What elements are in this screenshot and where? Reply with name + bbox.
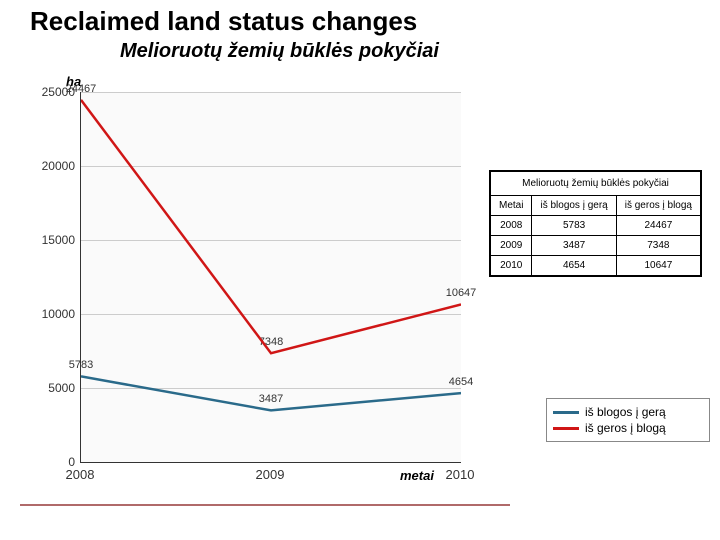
legend-label: iš geros į blogą bbox=[585, 421, 703, 435]
y-tick: 20000 bbox=[30, 159, 75, 173]
series-line bbox=[81, 92, 461, 462]
gridline bbox=[81, 92, 461, 93]
x-tick: 2010 bbox=[446, 467, 475, 482]
y-tick: 25000 bbox=[30, 85, 75, 99]
table-header-row: Metai iš blogos į gerą iš geros į blogą bbox=[491, 196, 701, 216]
table-cell: 24467 bbox=[616, 216, 700, 236]
table-header: iš blogos į gerą bbox=[532, 196, 616, 216]
data-table: Melioruotų žemių būklės pokyčiai Metai i… bbox=[489, 170, 702, 277]
point-label: 3487 bbox=[259, 394, 283, 406]
table-cell: 4654 bbox=[532, 256, 616, 276]
gridline bbox=[81, 314, 461, 315]
table-cell: 3487 bbox=[532, 236, 616, 256]
y-tick: 5000 bbox=[30, 381, 75, 395]
table-cell: 5783 bbox=[532, 216, 616, 236]
legend: iš blogos į gerą iš geros į blogą bbox=[546, 398, 710, 442]
legend-item: iš geros į blogą bbox=[553, 421, 703, 435]
point-label: 5783 bbox=[69, 360, 93, 372]
legend-swatch bbox=[553, 427, 579, 430]
table-title: Melioruotų žemių būklės pokyčiai bbox=[491, 172, 701, 196]
bottom-rule bbox=[20, 504, 510, 506]
legend-label: iš blogos į gerą bbox=[585, 405, 703, 419]
x-tick: 2009 bbox=[256, 467, 285, 482]
legend-swatch bbox=[553, 411, 579, 414]
slide: Reclaimed land status changes Melioruotų… bbox=[0, 0, 720, 540]
table-header: Metai bbox=[491, 196, 532, 216]
table-cell: 2008 bbox=[491, 216, 532, 236]
table-cell: 7348 bbox=[616, 236, 700, 256]
y-tick: 10000 bbox=[30, 307, 75, 321]
gridline bbox=[81, 388, 461, 389]
title-english: Reclaimed land status changes bbox=[30, 6, 417, 37]
series-line bbox=[81, 92, 461, 462]
y-tick: 15000 bbox=[30, 233, 75, 247]
table-cell: 10647 bbox=[616, 256, 700, 276]
x-axis-label: metai bbox=[400, 468, 434, 483]
x-tick: 2008 bbox=[66, 467, 95, 482]
legend-item: iš blogos į gerą bbox=[553, 405, 703, 419]
point-label: 4654 bbox=[449, 376, 473, 388]
table-row: 2008 5783 24467 bbox=[491, 216, 701, 236]
gridline bbox=[81, 166, 461, 167]
table-row: 2010 4654 10647 bbox=[491, 256, 701, 276]
point-label: 10647 bbox=[446, 288, 477, 300]
line-chart: 57833487465424467734810647 0500010000150… bbox=[20, 92, 520, 492]
title-lithuanian: Melioruotų žemių būklės pokyčiai bbox=[120, 40, 439, 63]
table-row: 2009 3487 7348 bbox=[491, 236, 701, 256]
table-cell: 2010 bbox=[491, 256, 532, 276]
gridline bbox=[81, 240, 461, 241]
plot-area: 57833487465424467734810647 bbox=[80, 92, 461, 463]
point-label: 7348 bbox=[259, 336, 283, 348]
table-header: iš geros į blogą bbox=[616, 196, 700, 216]
table-cell: 2009 bbox=[491, 236, 532, 256]
